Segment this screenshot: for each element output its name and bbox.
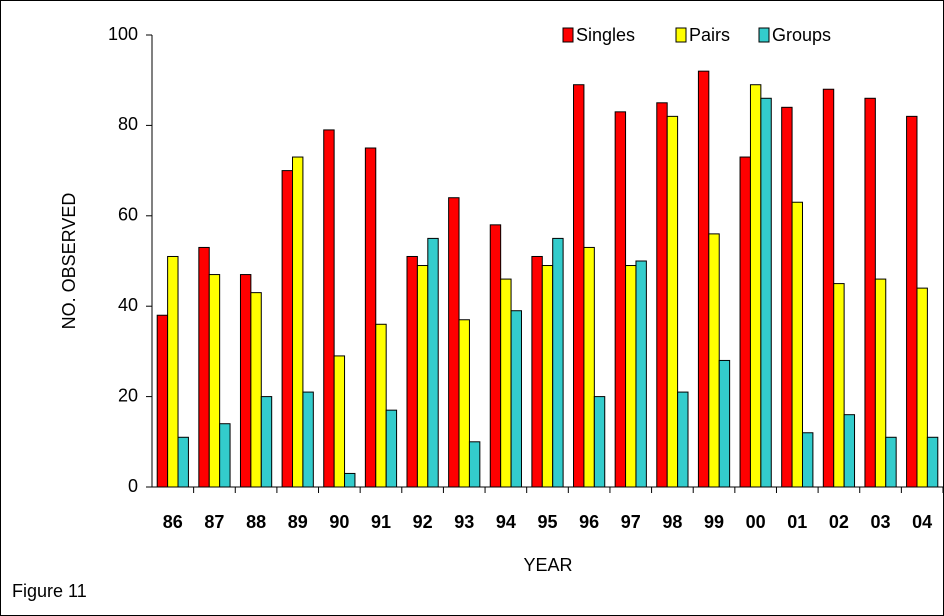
x-tick-label: 94 <box>496 512 516 532</box>
bar <box>697 70 710 488</box>
bar <box>416 265 429 488</box>
bar <box>666 115 679 488</box>
bar <box>885 436 897 488</box>
bar <box>239 274 252 488</box>
bar <box>219 423 231 488</box>
bar <box>926 436 939 488</box>
bar <box>791 201 803 488</box>
bar <box>760 97 772 488</box>
x-tick-label: 86 <box>163 512 183 532</box>
bar <box>552 237 564 488</box>
x-tick-label: 00 <box>746 512 766 532</box>
x-tick-label: 93 <box>454 512 474 532</box>
x-tick-label: 04 <box>912 512 932 532</box>
bar <box>468 441 481 488</box>
x-tick-label: 96 <box>579 512 599 532</box>
x-tick-label: 02 <box>829 512 849 532</box>
bar <box>843 414 856 488</box>
bar <box>375 323 387 488</box>
bar <box>635 260 647 488</box>
x-tick-label: 89 <box>288 512 308 532</box>
legend-label: Pairs <box>689 25 730 45</box>
bar <box>260 396 273 488</box>
bar <box>874 278 887 488</box>
legend-swatch <box>675 27 687 43</box>
y-tick-label: 100 <box>108 24 138 44</box>
x-tick-label: 91 <box>371 512 391 532</box>
bar <box>906 115 918 488</box>
bar <box>281 170 294 488</box>
bar <box>739 156 751 488</box>
bar <box>822 88 835 488</box>
bar <box>323 129 335 488</box>
x-tick-label: 90 <box>329 512 349 532</box>
x-tick-label: 98 <box>662 512 682 532</box>
bar <box>510 310 522 488</box>
y-axis-title: NO. OBSERVED <box>59 193 79 330</box>
bar <box>198 246 210 488</box>
bar <box>500 278 512 488</box>
bar <box>833 283 845 488</box>
bar <box>583 246 595 488</box>
bar <box>364 147 377 488</box>
bar <box>448 197 460 488</box>
y-tick-label: 80 <box>118 114 138 134</box>
bar <box>677 391 689 488</box>
bar <box>781 106 793 488</box>
bar <box>708 233 720 488</box>
bar <box>292 156 304 488</box>
x-tick-label: 88 <box>246 512 266 532</box>
x-tick-label: 99 <box>704 512 724 532</box>
y-tick-label: 0 <box>128 476 138 496</box>
y-tick-label: 60 <box>118 205 138 225</box>
x-tick-label: 95 <box>537 512 557 532</box>
bar <box>541 265 554 488</box>
x-tick-label: 97 <box>621 512 641 532</box>
bar <box>749 84 762 488</box>
legend-label: Groups <box>772 25 831 45</box>
bar <box>344 472 356 488</box>
y-tick-label: 20 <box>118 385 138 405</box>
bar <box>614 111 627 488</box>
bar <box>250 292 262 488</box>
bar <box>406 255 418 488</box>
bar <box>167 255 179 488</box>
legend-label: Singles <box>576 25 635 45</box>
bar <box>385 409 398 488</box>
bar <box>427 237 439 488</box>
bar <box>625 265 637 488</box>
bar <box>718 359 731 488</box>
legend-swatch <box>758 27 770 43</box>
y-tick-label: 40 <box>118 295 138 315</box>
x-tick-label: 03 <box>871 512 891 532</box>
bar <box>593 396 606 488</box>
bar <box>656 102 668 488</box>
x-tick-label: 92 <box>413 512 433 532</box>
legend-swatch <box>562 27 574 43</box>
x-tick-label: 01 <box>787 512 807 532</box>
caption: Figure 11 <box>12 581 87 601</box>
bar <box>489 224 502 488</box>
x-tick-label: 87 <box>204 512 224 532</box>
bar <box>208 274 221 488</box>
bar <box>531 255 543 488</box>
bar <box>916 287 928 488</box>
bar <box>302 391 314 488</box>
bar <box>333 355 346 488</box>
bar <box>864 97 876 488</box>
x-axis-title: YEAR <box>523 555 572 575</box>
bar <box>801 432 814 488</box>
bar <box>177 436 189 488</box>
bar <box>156 314 169 488</box>
bar <box>573 84 585 488</box>
bar <box>458 319 470 488</box>
